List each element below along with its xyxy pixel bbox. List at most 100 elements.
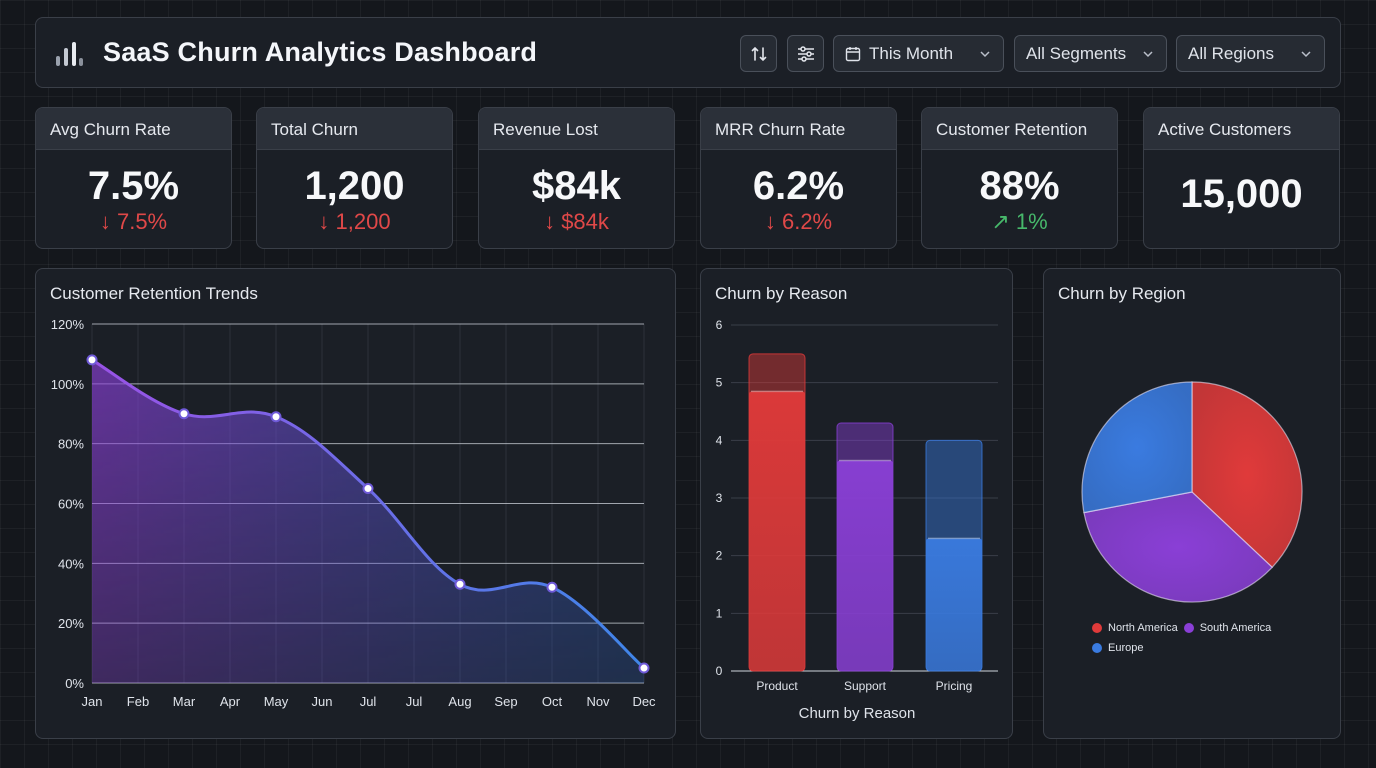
x-tick-label: Aug xyxy=(448,694,471,709)
legend-swatch xyxy=(1092,643,1102,653)
y-tick-label: 0% xyxy=(65,676,84,691)
bar xyxy=(926,538,982,671)
x-tick-label: Sep xyxy=(494,694,517,709)
y-tick-label: 2 xyxy=(716,549,723,563)
kpi-value: 7.5% xyxy=(87,164,180,208)
x-tick-label: Dec xyxy=(632,694,656,709)
y-tick-label: 20% xyxy=(58,616,84,631)
segment-select-value: All Segments xyxy=(1026,43,1127,63)
kpi-delta: ↗ 1% xyxy=(991,209,1048,234)
x-tick-label: Oct xyxy=(542,694,563,709)
churn-by-region-chart xyxy=(1081,381,1303,603)
x-tick-label: Apr xyxy=(220,694,241,709)
y-tick-label: 3 xyxy=(716,491,723,505)
x-tick-label: Mar xyxy=(173,694,196,709)
kpi-value: 88% xyxy=(979,164,1060,208)
region-select[interactable]: All Regions xyxy=(1176,35,1325,72)
y-tick-label: 120% xyxy=(51,317,85,332)
dashboard-header: SaaS Churn Analytics Dashboard This Mont… xyxy=(35,17,1341,88)
x-tick-label: Jul xyxy=(406,694,423,709)
period-select[interactable]: This Month xyxy=(833,35,1004,72)
y-tick-label: 80% xyxy=(58,437,84,452)
x-tick-label: Feb xyxy=(127,694,149,709)
kpi-card-revenue-lost: Revenue Lost $84k ↓ $84k xyxy=(478,107,675,249)
legend-swatch xyxy=(1183,623,1194,633)
segment-select[interactable]: All Segments xyxy=(1014,35,1167,72)
x-tick-label: Support xyxy=(844,679,887,693)
legend-label: North America xyxy=(1108,622,1178,634)
kpi-delta: ↓ 6.2% xyxy=(764,209,833,234)
legend-label: South America xyxy=(1199,622,1272,634)
kpi-delta: ↓ $84k xyxy=(544,209,609,234)
region-select-value: All Regions xyxy=(1188,43,1274,63)
kpi-card-avg-churn-rate: Avg Churn Rate 7.5% ↓ 7.5% xyxy=(35,107,232,249)
legend-item: North America xyxy=(1092,622,1178,634)
y-tick-label: 0 xyxy=(716,664,723,678)
legend-swatch xyxy=(1092,623,1102,633)
chevron-down-icon xyxy=(1301,51,1311,58)
churn-by-reason-chart: 0 1 2 3 4 5 6 Product Support Pricing Churn by Rea… xyxy=(716,318,998,722)
chevron-down-icon xyxy=(1143,51,1153,58)
y-tick-label: 1 xyxy=(716,606,723,620)
chart-legend: North America South America Europe xyxy=(1092,622,1322,662)
retention-trends-panel: Customer Retention Trends 0% 20% 40% 60% 80%… xyxy=(35,268,676,739)
kpi-label: Active Customers xyxy=(1144,108,1339,150)
chart-title: Customer Retention Trends xyxy=(50,284,258,303)
x-tick-label: Nov xyxy=(586,694,610,709)
kpi-value: 15,000 xyxy=(1180,172,1303,216)
y-tick-label: 6 xyxy=(716,318,723,332)
churn-by-reason-panel: Churn by Reason 0 1 2 3 4 5 6 Product Support Pri… xyxy=(700,268,1013,739)
chevron-down-icon xyxy=(980,51,990,58)
chart-title: Churn by Reason xyxy=(715,284,848,303)
data-point xyxy=(178,408,190,420)
legend-item: Europe xyxy=(1092,642,1143,654)
kpi-label: Revenue Lost xyxy=(479,108,674,150)
x-tick-label: Pricing xyxy=(936,679,973,693)
x-axis-label: Churn by Reason xyxy=(799,705,916,722)
filter-button[interactable] xyxy=(787,35,824,72)
kpi-card-total-churn: Total Churn 1,200 ↓ 1,200 xyxy=(256,107,453,249)
bar-chart-logo-icon xyxy=(56,42,83,66)
kpi-card-customer-retention: Customer Retention 88% ↗ 1% xyxy=(921,107,1118,249)
kpi-label: Total Churn xyxy=(257,108,452,150)
kpi-delta: ↓ 7.5% xyxy=(99,209,168,234)
data-point xyxy=(638,662,650,674)
page-title: SaaS Churn Analytics Dashboard xyxy=(103,37,538,67)
x-tick-label: May xyxy=(264,694,289,709)
pie-slice xyxy=(1081,381,1193,514)
y-tick-label: 60% xyxy=(58,497,84,512)
data-point xyxy=(546,581,558,593)
x-tick-label: Product xyxy=(756,679,798,693)
filter-sliders-icon xyxy=(797,45,814,62)
x-tick-label: Jul xyxy=(360,694,377,709)
pie-slice xyxy=(1191,381,1303,569)
data-point xyxy=(270,411,282,423)
sort-icon xyxy=(751,46,766,61)
sort-button[interactable] xyxy=(740,35,777,72)
y-tick-label: 100% xyxy=(51,377,85,392)
pie-slice xyxy=(1083,491,1274,603)
y-tick-label: 5 xyxy=(716,376,723,390)
kpi-card-mrr-churn-rate: MRR Churn Rate 6.2% ↓ 6.2% xyxy=(700,107,897,249)
y-tick-label: 4 xyxy=(716,433,723,447)
kpi-label: Avg Churn Rate xyxy=(36,108,231,150)
kpi-value: 6.2% xyxy=(752,164,845,208)
kpi-label: Customer Retention xyxy=(922,108,1117,150)
kpi-value: 1,200 xyxy=(304,164,405,208)
chart-title: Churn by Region xyxy=(1058,284,1186,303)
kpi-delta: ↓ 1,200 xyxy=(318,209,391,234)
bar xyxy=(749,391,805,671)
retention-trends-chart: 0% 20% 40% 60% 80% 100% 120% Jan Feb Mar Apr May Jun… xyxy=(51,317,656,709)
retention-area xyxy=(92,359,644,683)
kpi-value: $84k xyxy=(532,164,621,208)
x-tick-label: Jun xyxy=(312,694,333,709)
calendar-icon xyxy=(845,46,861,61)
data-point xyxy=(362,483,374,495)
kpi-label: MRR Churn Rate xyxy=(701,108,896,150)
bar xyxy=(837,460,893,671)
x-tick-label: Jan xyxy=(82,694,103,709)
churn-by-region-panel: Churn by Region North America South Ameri… xyxy=(1043,268,1341,739)
legend-label: Europe xyxy=(1108,642,1144,654)
kpi-card-active-customers: Active Customers 15,000 xyxy=(1143,107,1340,249)
data-point xyxy=(454,578,466,590)
